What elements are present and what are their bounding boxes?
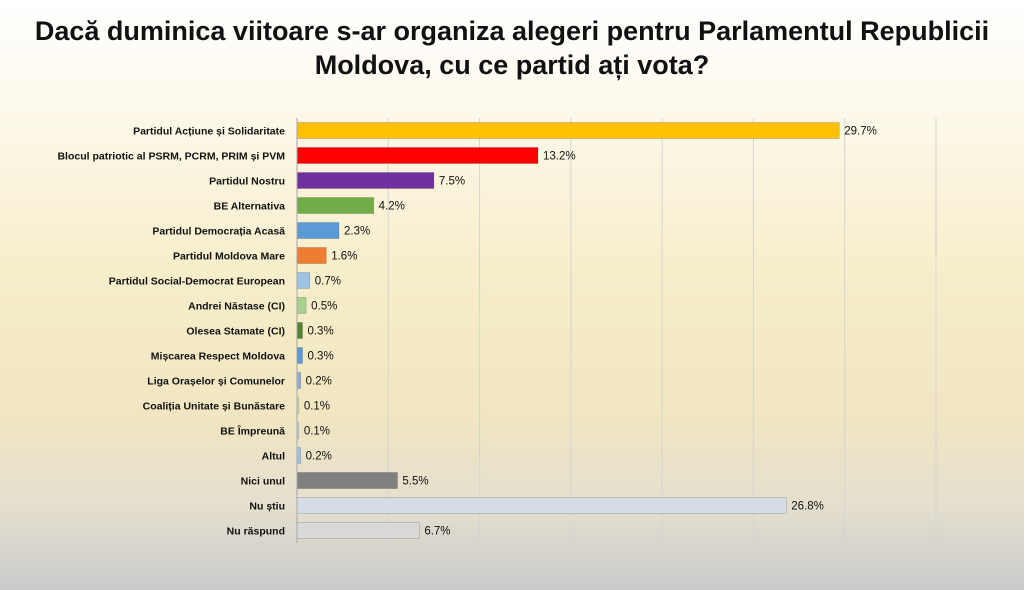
data-label: 4.2% [379, 201, 405, 213]
category-label: Olesea Stamate (CI) [186, 326, 285, 338]
data-label: 7.5% [439, 176, 465, 188]
data-label: 6.7% [424, 526, 450, 538]
data-label: 26.8% [791, 501, 824, 513]
category-label: Nu răspund [227, 526, 285, 538]
chart-title: Dacă duminica viitoare s-ar organiza ale… [0, 14, 1024, 82]
bar [296, 147, 539, 164]
bar [296, 247, 327, 264]
bar [296, 322, 303, 339]
bar [296, 272, 311, 289]
category-label: Liga Orașelor și Comunelor [147, 376, 285, 388]
bar [296, 197, 374, 214]
bar [296, 222, 340, 239]
category-label: Mișcarea Respect Moldova [151, 351, 285, 363]
category-label: Andrei Năstase (CI) [188, 301, 285, 313]
data-label: 1.6% [331, 251, 357, 263]
category-label: Partidul Social-Democrat European [109, 276, 285, 288]
category-label: Nici unul [241, 476, 285, 488]
data-label: 0.3% [307, 351, 333, 363]
category-label: Partidul Nostru [209, 176, 285, 188]
category-label: Nu știu [249, 501, 285, 513]
data-label: 0.2% [306, 376, 332, 388]
data-label: 2.3% [344, 226, 370, 238]
data-label: 29.7% [844, 126, 877, 138]
category-label: Blocul patriotic al PSRM, PCRM, PRIM și … [57, 151, 285, 163]
bar [296, 447, 301, 464]
data-label: 13.2% [543, 151, 576, 163]
bar [296, 372, 301, 389]
bar [296, 297, 307, 314]
bar [296, 172, 435, 189]
data-label: 0.1% [304, 426, 330, 438]
data-label: 0.2% [306, 451, 332, 463]
category-label: Coaliția Unitate și Bunăstare [143, 401, 286, 413]
bar [296, 122, 840, 139]
category-label: BE Împreună [220, 425, 285, 438]
category-label: Partidul Moldova Mare [173, 251, 285, 263]
data-label: 5.5% [402, 476, 428, 488]
data-label: 0.1% [304, 401, 330, 413]
category-label: Altul [262, 451, 285, 463]
bar [296, 522, 420, 539]
category-label: Partidul Acțiune și Solidaritate [133, 126, 285, 138]
data-label: 0.5% [311, 301, 337, 313]
bar [296, 472, 398, 489]
data-label: 0.7% [315, 276, 341, 288]
bar [296, 347, 303, 364]
data-label: 0.3% [307, 326, 333, 338]
bar [296, 497, 787, 514]
chart-title-line-1: Dacă duminica viitoare s-ar organiza ale… [34, 16, 990, 46]
category-label: BE Alternativa [214, 201, 286, 213]
chart-title-line-2: Moldova, cu ce partid ați vota? [314, 50, 710, 80]
category-label: Partidul Democrația Acasă [152, 226, 285, 238]
